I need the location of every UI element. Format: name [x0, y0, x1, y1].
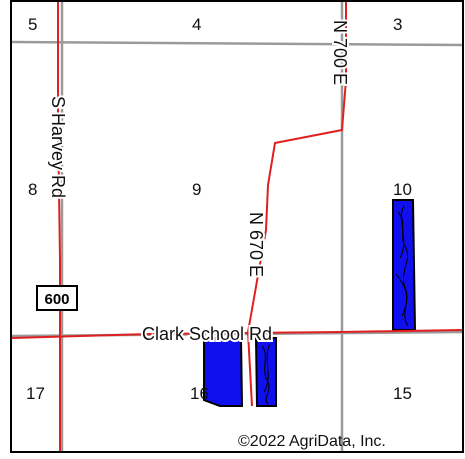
section-label: 10: [393, 180, 412, 199]
field-polygons: [203, 199, 417, 407]
field-section-16-west: [203, 337, 244, 407]
section-label: 16: [190, 384, 209, 403]
field-section-16-east: [254, 337, 277, 407]
section-line-north: [11, 40, 463, 47]
road-label-n-700-e: N 700 E: [330, 20, 350, 85]
road-label-clark-school: Clark School Rd: [142, 324, 272, 344]
road-label-n-670-e: N 670 E: [246, 212, 266, 277]
roads: [11, 2, 463, 451]
section-label: 8: [28, 180, 37, 199]
section-label: 9: [192, 180, 201, 199]
road-s-harvey: [57, 2, 61, 451]
road-n-700-e: [246, 2, 347, 407]
road-clark-school: [11, 329, 463, 339]
road-label-s-harvey: S Harvey Rd: [48, 96, 68, 198]
section-label: 5: [28, 15, 37, 34]
section-label: 17: [26, 384, 45, 403]
section-label: 15: [393, 384, 412, 403]
route-shield-number: 600: [44, 291, 69, 308]
section-label: 3: [393, 15, 402, 34]
route-shield-600: 600: [36, 285, 78, 311]
copyright-text: ©2022 AgriData, Inc.: [238, 433, 386, 450]
section-labels: 5 4 3 8 9 10 17 16 15: [26, 15, 412, 403]
field-contours: [261, 205, 409, 405]
route-shield-box: [36, 285, 78, 311]
section-label: 4: [192, 15, 201, 34]
